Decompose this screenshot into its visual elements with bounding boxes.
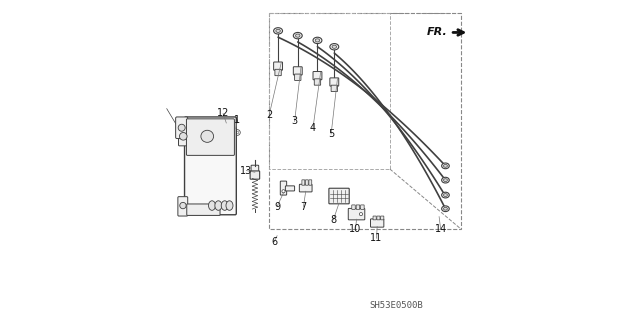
FancyBboxPatch shape bbox=[352, 205, 355, 209]
FancyBboxPatch shape bbox=[285, 186, 294, 191]
Text: 13: 13 bbox=[240, 166, 252, 176]
Ellipse shape bbox=[332, 45, 337, 48]
FancyBboxPatch shape bbox=[293, 67, 302, 75]
Ellipse shape bbox=[442, 192, 449, 198]
Ellipse shape bbox=[444, 207, 447, 210]
Ellipse shape bbox=[444, 194, 447, 197]
FancyBboxPatch shape bbox=[274, 62, 282, 70]
FancyBboxPatch shape bbox=[371, 219, 384, 227]
Text: 14: 14 bbox=[435, 224, 447, 234]
Circle shape bbox=[360, 212, 362, 216]
FancyBboxPatch shape bbox=[179, 127, 188, 146]
FancyBboxPatch shape bbox=[280, 181, 287, 195]
Ellipse shape bbox=[316, 39, 320, 42]
Ellipse shape bbox=[215, 201, 222, 210]
Ellipse shape bbox=[296, 34, 300, 37]
Ellipse shape bbox=[444, 164, 447, 167]
Text: 9: 9 bbox=[274, 202, 280, 211]
Text: FR.: FR. bbox=[427, 27, 447, 37]
Text: 7: 7 bbox=[300, 202, 307, 211]
FancyBboxPatch shape bbox=[356, 205, 360, 209]
Text: 8: 8 bbox=[330, 215, 337, 225]
FancyBboxPatch shape bbox=[314, 79, 321, 85]
Text: 4: 4 bbox=[310, 123, 316, 133]
Circle shape bbox=[178, 124, 185, 131]
FancyBboxPatch shape bbox=[373, 216, 376, 220]
Text: 1: 1 bbox=[234, 115, 241, 125]
FancyBboxPatch shape bbox=[178, 197, 188, 216]
Circle shape bbox=[282, 190, 285, 193]
FancyBboxPatch shape bbox=[381, 216, 384, 220]
FancyBboxPatch shape bbox=[184, 117, 236, 215]
FancyBboxPatch shape bbox=[250, 171, 260, 179]
FancyBboxPatch shape bbox=[329, 188, 349, 204]
Text: 6: 6 bbox=[271, 237, 277, 247]
FancyBboxPatch shape bbox=[186, 119, 234, 155]
Circle shape bbox=[179, 132, 187, 140]
FancyBboxPatch shape bbox=[294, 74, 301, 80]
Text: 5: 5 bbox=[328, 129, 334, 139]
Ellipse shape bbox=[313, 37, 322, 44]
Text: 2: 2 bbox=[266, 110, 272, 120]
Ellipse shape bbox=[276, 29, 280, 33]
FancyBboxPatch shape bbox=[309, 180, 312, 185]
Ellipse shape bbox=[442, 177, 449, 183]
FancyBboxPatch shape bbox=[361, 205, 364, 209]
Text: 3: 3 bbox=[292, 116, 298, 126]
Circle shape bbox=[235, 130, 240, 135]
Circle shape bbox=[180, 202, 186, 209]
FancyBboxPatch shape bbox=[330, 78, 339, 86]
FancyBboxPatch shape bbox=[187, 204, 220, 215]
FancyBboxPatch shape bbox=[331, 85, 337, 92]
FancyBboxPatch shape bbox=[305, 180, 308, 185]
Ellipse shape bbox=[444, 179, 447, 182]
Ellipse shape bbox=[274, 28, 282, 34]
Circle shape bbox=[236, 131, 239, 134]
FancyBboxPatch shape bbox=[348, 208, 365, 220]
FancyBboxPatch shape bbox=[251, 165, 259, 172]
Text: 11: 11 bbox=[371, 233, 383, 243]
FancyBboxPatch shape bbox=[275, 69, 281, 76]
Text: 12: 12 bbox=[217, 108, 229, 118]
Ellipse shape bbox=[330, 44, 339, 50]
FancyBboxPatch shape bbox=[313, 71, 322, 80]
FancyBboxPatch shape bbox=[302, 180, 305, 185]
Ellipse shape bbox=[442, 163, 449, 169]
Ellipse shape bbox=[226, 201, 233, 210]
Ellipse shape bbox=[209, 201, 216, 210]
FancyBboxPatch shape bbox=[221, 123, 227, 127]
Ellipse shape bbox=[221, 201, 228, 210]
FancyBboxPatch shape bbox=[300, 184, 312, 192]
Ellipse shape bbox=[201, 130, 214, 142]
Text: 10: 10 bbox=[349, 224, 362, 234]
FancyBboxPatch shape bbox=[175, 117, 188, 138]
Text: SH53E0500B: SH53E0500B bbox=[369, 301, 423, 310]
FancyBboxPatch shape bbox=[377, 216, 380, 220]
Ellipse shape bbox=[442, 206, 449, 211]
Ellipse shape bbox=[293, 33, 302, 39]
